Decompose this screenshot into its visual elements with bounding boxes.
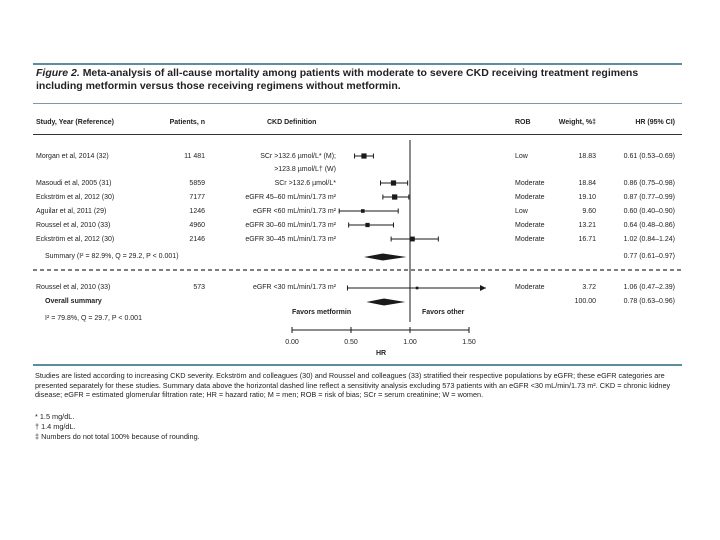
- row-0-patients: 11 481: [184, 153, 205, 160]
- summary-label: Summary (I² = 82.9%, Q = 29.2, P < 0.001…: [45, 253, 179, 260]
- favors-metformin: Favors metformin: [292, 309, 352, 316]
- bottom-rule: [33, 364, 682, 366]
- point-estimate-4: [365, 222, 370, 228]
- title-rule: [33, 103, 682, 104]
- tick-label-2: 1.00: [403, 339, 417, 346]
- row-5-patients: 2146: [189, 236, 205, 243]
- point-estimate-5: [409, 236, 415, 242]
- point-estimate-0: [361, 153, 367, 159]
- arrow-right-after: [480, 285, 486, 291]
- footnote-dagger: † 1.4 mg/dL.: [35, 422, 76, 431]
- x-axis-label: HR: [375, 350, 387, 357]
- row-after-rob: Moderate: [515, 284, 545, 291]
- footnote-ddagger: ‡ Numbers do not total 100% because of r…: [35, 432, 200, 441]
- top-rule: [33, 63, 682, 65]
- footnote-main: Studies are listed according to increasi…: [35, 371, 671, 400]
- footnote-star: * 1.5 mg/dL.: [35, 412, 75, 421]
- row-after-ckd: eGFR <30 mL/min/1.73 m²: [252, 284, 336, 291]
- row-2-hr: 0.87 (0.77–0.99): [623, 194, 675, 201]
- summary-diamond: [363, 253, 407, 261]
- row-0-weight: 18.83: [578, 153, 596, 160]
- row-2-patients: 7177: [189, 194, 205, 201]
- overall-diamond: [366, 298, 406, 306]
- row-3-weight: 9.60: [582, 208, 596, 215]
- row-after-patients: 573: [193, 284, 205, 291]
- figure-title: Figure 2. Meta-analysis of all-cause mor…: [36, 67, 676, 93]
- point-estimate-1: [390, 180, 397, 186]
- point-estimate-2: [392, 194, 398, 200]
- row-3-study: Aguilar et al, 2011 (29): [36, 208, 107, 215]
- row-3-ckd: eGFR <60 mL/min/1.73 m²: [252, 208, 336, 215]
- row-3-patients: 1246: [189, 208, 205, 215]
- row-4-ckd: eGFR 30–60 mL/min/1.73 m²: [245, 222, 336, 229]
- row-1-rob: Moderate: [515, 180, 545, 187]
- header-rule: [33, 134, 682, 135]
- point-estimate-3: [360, 209, 365, 213]
- tick-label-1: 0.50: [344, 339, 358, 346]
- row-0-ckd-2: >123.8 µmol/L† (W): [274, 166, 336, 173]
- row-0-rob: Low: [515, 153, 528, 160]
- row-0-ckd: SCr >132.6 µmol/L* (M);: [260, 153, 336, 160]
- figure-label: Figure 2.: [36, 67, 80, 79]
- row-4-rob: Moderate: [515, 222, 545, 229]
- row-0-hr: 0.61 (0.53–0.69): [623, 153, 675, 160]
- overall-weight: 100.00: [574, 298, 596, 305]
- row-2-rob: Moderate: [515, 194, 545, 201]
- header-weight: Weight, %‡: [558, 119, 596, 126]
- overall-label: Overall summary: [45, 298, 102, 305]
- row-2-ckd: eGFR 45–60 mL/min/1.73 m²: [245, 194, 336, 201]
- row-0-study: Morgan et al, 2014 (32): [36, 153, 109, 160]
- row-2-weight: 19.10: [578, 194, 596, 201]
- row-4-weight: 13.21: [578, 222, 596, 229]
- row-3-hr: 0.60 (0.40–0.90): [623, 208, 675, 215]
- row-4-patients: 4960: [189, 222, 205, 229]
- overall-hr: 0.78 (0.63–0.96): [623, 298, 675, 305]
- row-3-rob: Low: [515, 208, 528, 215]
- figure-title-text: Meta-analysis of all-cause mortality amo…: [36, 67, 639, 92]
- favors-other: Favors other: [422, 309, 465, 316]
- row-5-ckd: eGFR 30–45 mL/min/1.73 m²: [245, 236, 336, 243]
- row-5-study: Eckström et al, 2012 (30): [36, 236, 115, 243]
- point-estimate-after: [415, 286, 419, 290]
- header-ckd: CKD Definition: [267, 119, 317, 126]
- row-1-patients: 5859: [189, 180, 205, 187]
- header-rob: ROB: [515, 119, 531, 126]
- row-1-ckd: SCr >132.6 µmol/L*: [274, 180, 336, 187]
- row-after-hr: 1.06 (0.47–2.39): [623, 284, 675, 291]
- header-patients: Patients, n: [169, 119, 205, 126]
- tick-label-3: 1.50: [462, 339, 476, 346]
- row-5-weight: 16.71: [578, 236, 596, 243]
- overall-stats: I² = 79.8%, Q = 29.7, P < 0.001: [45, 315, 142, 322]
- row-5-hr: 1.02 (0.84–1.24): [623, 236, 675, 243]
- summary-hr: 0.77 (0.61–0.97): [623, 253, 675, 260]
- row-1-study: Masoudi et al, 2005 (31): [36, 180, 112, 187]
- row-5-rob: Moderate: [515, 236, 545, 243]
- row-4-study: Roussel et al, 2010 (33): [36, 222, 111, 229]
- header-hr: HR (95% CI): [635, 119, 675, 126]
- row-4-hr: 0.64 (0.48–0.86): [623, 222, 675, 229]
- row-after-weight: 3.72: [582, 284, 596, 291]
- row-1-weight: 18.84: [578, 180, 596, 187]
- row-after-study: Roussel et al, 2010 (33): [36, 284, 111, 291]
- tick-label-0: 0.00: [285, 339, 299, 346]
- row-2-study: Eckström et al, 2012 (30): [36, 194, 115, 201]
- row-1-hr: 0.86 (0.75–0.98): [623, 180, 675, 187]
- header-study: Study, Year (Reference): [36, 119, 114, 126]
